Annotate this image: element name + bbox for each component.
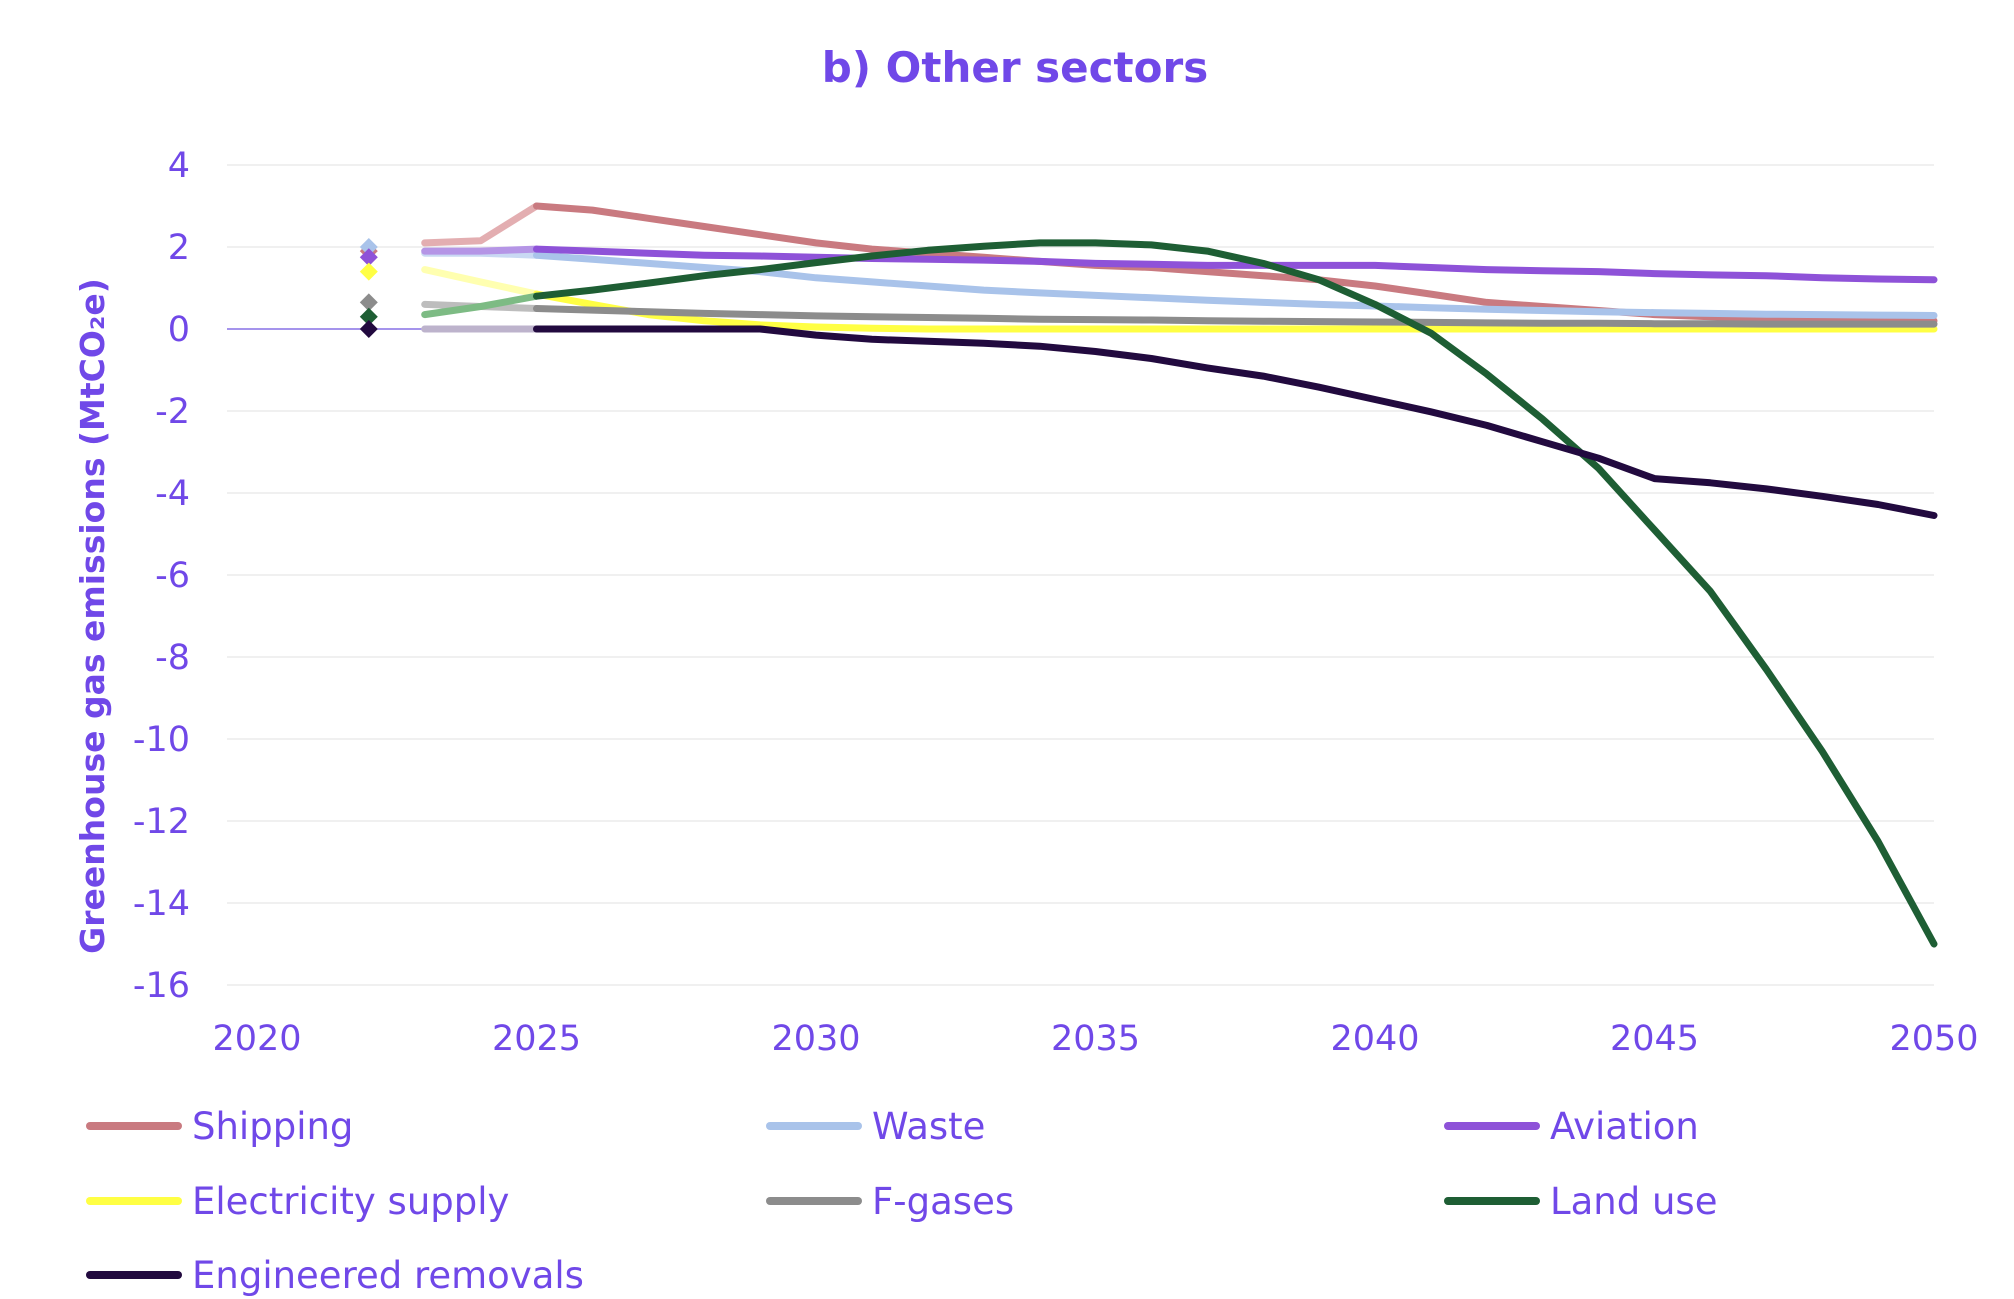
land-use-marker-2022 (359, 307, 378, 326)
x-tick-label: 2040 (1330, 1019, 1419, 1059)
x-tick-label: 2020 (212, 1019, 301, 1059)
electricity-supply-line-early (421, 266, 540, 298)
shipping-line-early (421, 202, 540, 247)
y-tick-label: -2 (155, 392, 190, 432)
y-tick-label: 0 (168, 310, 190, 350)
y-tick-label: -16 (133, 966, 190, 1006)
legend-label: Waste (872, 1105, 985, 1148)
y-axis-label: Greenhouse gas emissions (MtCO₂e) (73, 278, 112, 954)
legend-item-engineered-removals: Engineered removals (86, 1254, 584, 1297)
x-tick-label: 2025 (492, 1019, 581, 1059)
y-tick-label: -8 (155, 638, 190, 678)
land-use-line (533, 239, 1938, 948)
x-tick-label: 2045 (1610, 1019, 1699, 1059)
markers-2022 (359, 238, 378, 338)
engineered-removals-line (533, 325, 1938, 519)
y-tick-label: 4 (168, 146, 190, 186)
legend-item-electricity-supply: Electricity supply (86, 1180, 509, 1223)
waste-line (533, 251, 1938, 319)
legend-label: Shipping (192, 1105, 353, 1148)
aviation-line (533, 245, 1938, 284)
x-tick-label: 2030 (771, 1019, 860, 1059)
legend-label: Aviation (1550, 1105, 1699, 1148)
f-gases-line (533, 305, 1938, 328)
legend-item-waste: Waste (766, 1105, 985, 1148)
electricity-supply-line (533, 290, 1938, 333)
legend-item-aviation: Aviation (1444, 1105, 1699, 1148)
electricity-supply-marker-2022 (359, 262, 378, 281)
x-tick-label: 2050 (1889, 1019, 1978, 1059)
chart-title: b) Other sectors (822, 43, 1208, 92)
legend-label: Engineered removals (192, 1254, 584, 1297)
x-axis-ticks: 2020 2025 2030 2035 2040 2045 2050 (212, 1019, 1978, 1059)
series-lines (421, 202, 1938, 948)
legend-label: Electricity supply (192, 1180, 509, 1223)
legend-label: Land use (1550, 1180, 1717, 1223)
y-tick-label: -10 (133, 720, 190, 760)
legend-label: F-gases (872, 1180, 1014, 1223)
x-tick-label: 2035 (1051, 1019, 1140, 1059)
y-tick-label: -4 (155, 474, 190, 514)
y-tick-label: -12 (133, 802, 190, 842)
legend-item-f-gases: F-gases (766, 1180, 1014, 1223)
y-tick-label: 2 (168, 228, 190, 268)
legend-item-shipping: Shipping (86, 1105, 353, 1148)
y-axis-ticks: 4 2 0 -2 -4 -6 -8 -10 -12 -14 -16 (133, 146, 190, 1006)
aviation-marker-2022 (359, 248, 378, 267)
y-tick-label: -6 (155, 556, 190, 596)
land-use-line-early (421, 292, 540, 319)
f-gases-marker-2022 (359, 293, 378, 312)
engineered-removals-marker-2022 (359, 320, 378, 338)
aviation-line-early (421, 245, 540, 255)
legend-item-land-use: Land use (1444, 1180, 1717, 1223)
gridlines (227, 164, 1934, 986)
y-tick-label: -14 (133, 884, 190, 924)
legend: Shipping Waste Aviation Electricity supply F… (86, 1105, 1717, 1297)
waste-marker-2022 (359, 238, 378, 256)
